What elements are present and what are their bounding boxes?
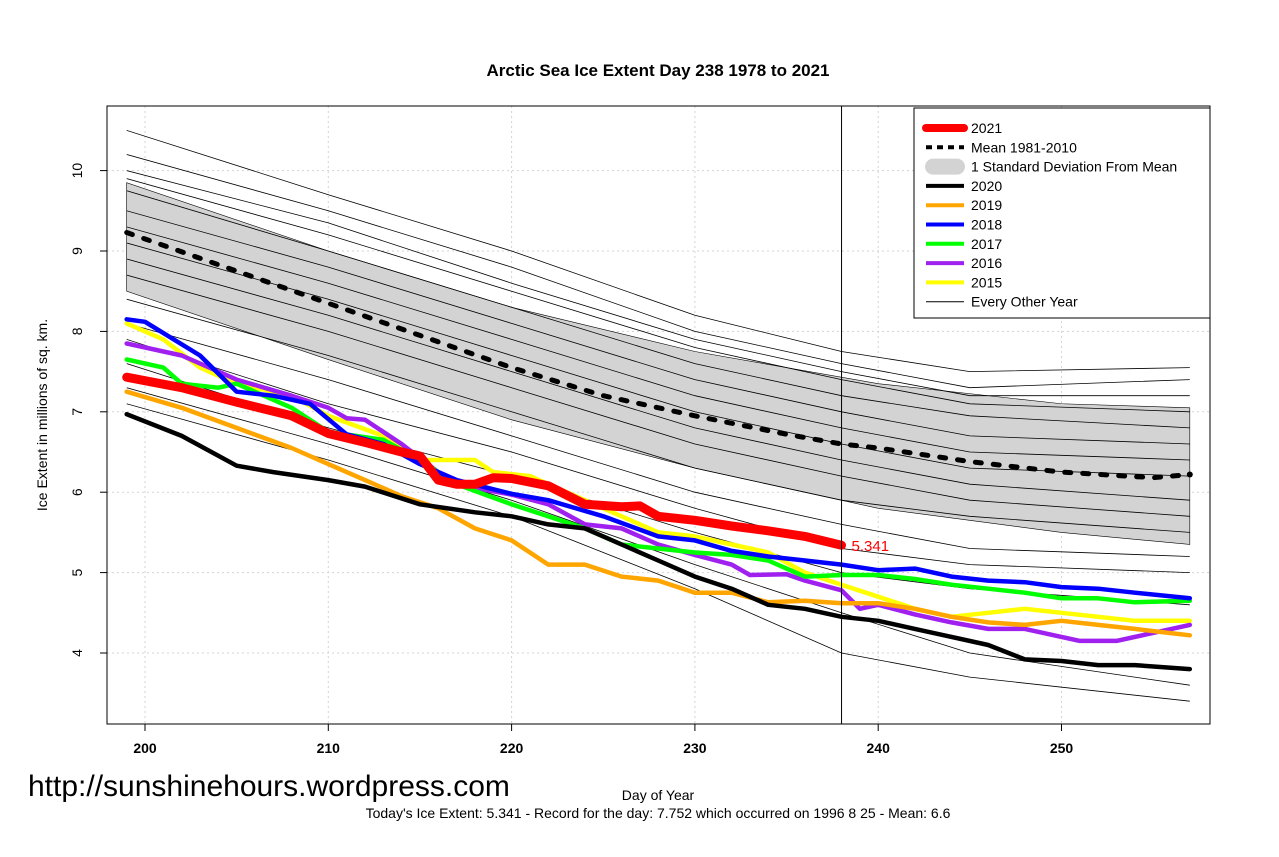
other-year-line: [126, 403, 1190, 702]
other-year-line: [126, 339, 1190, 573]
y-tick-label: 8: [69, 327, 85, 335]
y-tick-label: 4: [69, 649, 85, 657]
legend: 2021 Mean 1981-2010 1 Standard Deviation F…: [913, 107, 1211, 319]
other-year-line: [126, 210, 1190, 445]
x-tick-label: 200: [133, 740, 157, 756]
y-tick-label: 10: [69, 163, 85, 179]
series-line-2017: [124, 357, 1193, 605]
current-value-label: 5.341: [852, 538, 890, 555]
legend-swatch: [925, 158, 965, 175]
y-axis-label: Ice Extent in millions of sq. km.: [34, 319, 50, 511]
legend-label: Mean 1981-2010: [971, 139, 1077, 155]
x-tick-label: 220: [500, 740, 524, 756]
other-year-line: [126, 323, 1190, 557]
y-tick-label: 9: [69, 247, 85, 255]
other-year-line: [126, 154, 1190, 389]
mean-line: [124, 230, 1193, 481]
other-year-line: [126, 387, 1190, 686]
legend-label: 2016: [971, 255, 1002, 271]
other-year-line: [126, 130, 1190, 373]
series-lines: [122, 317, 1193, 672]
x-tick-label: 250: [1050, 740, 1074, 756]
legend-label: 2017: [971, 236, 1002, 252]
series-line-2021: [122, 372, 846, 550]
y-axis: 4 5 6 7 8 9 10: [69, 163, 107, 657]
y-tick-label: 6: [69, 488, 85, 496]
x-tick-label: 210: [317, 740, 341, 756]
x-axis: 200 210 220 230 240 250: [133, 724, 1073, 756]
watermark-url: http://sunshinehours.wordpress.com: [28, 770, 510, 803]
x-axis-label: Day of Year: [622, 787, 695, 803]
series-line-2016: [124, 341, 1193, 644]
other-year-line: [126, 298, 1190, 533]
legend-label: Every Other Year: [971, 294, 1078, 310]
x-tick-label: 240: [867, 740, 891, 756]
chart-title: Arctic Sea Ice Extent Day 238 1978 to 20…: [486, 61, 829, 80]
legend-label: 2021: [971, 120, 1002, 136]
other-year-line: [126, 258, 1190, 501]
subtitle-stats: Today's Ice Extent: 5.341 - Record for t…: [366, 805, 951, 821]
x-tick-label: 230: [683, 740, 707, 756]
y-tick-label: 5: [69, 568, 85, 576]
other-year-line: [126, 178, 1190, 413]
legend-label: 2020: [971, 178, 1002, 194]
mean-end-point: [1186, 471, 1193, 478]
plot-frame: [106, 105, 1211, 725]
other-year-line: [126, 242, 1190, 477]
series-line-2018: [124, 317, 1193, 601]
legend-label: 2018: [971, 217, 1002, 233]
other-year-line: [126, 190, 1190, 429]
other-year-line: [126, 170, 1190, 397]
legend-label: 2019: [971, 197, 1002, 213]
other-year-line: [126, 226, 1190, 461]
other-year-line: [126, 274, 1190, 517]
mean-1981-2010-line: [124, 230, 1193, 481]
other-years: [126, 130, 1190, 702]
legend-label: 1 Standard Deviation From Mean: [971, 159, 1177, 175]
y-tick-label: 7: [69, 408, 85, 416]
series-line-2019: [124, 389, 1193, 638]
series-line-2020: [124, 411, 1193, 672]
legend-label: 2015: [971, 274, 1002, 290]
